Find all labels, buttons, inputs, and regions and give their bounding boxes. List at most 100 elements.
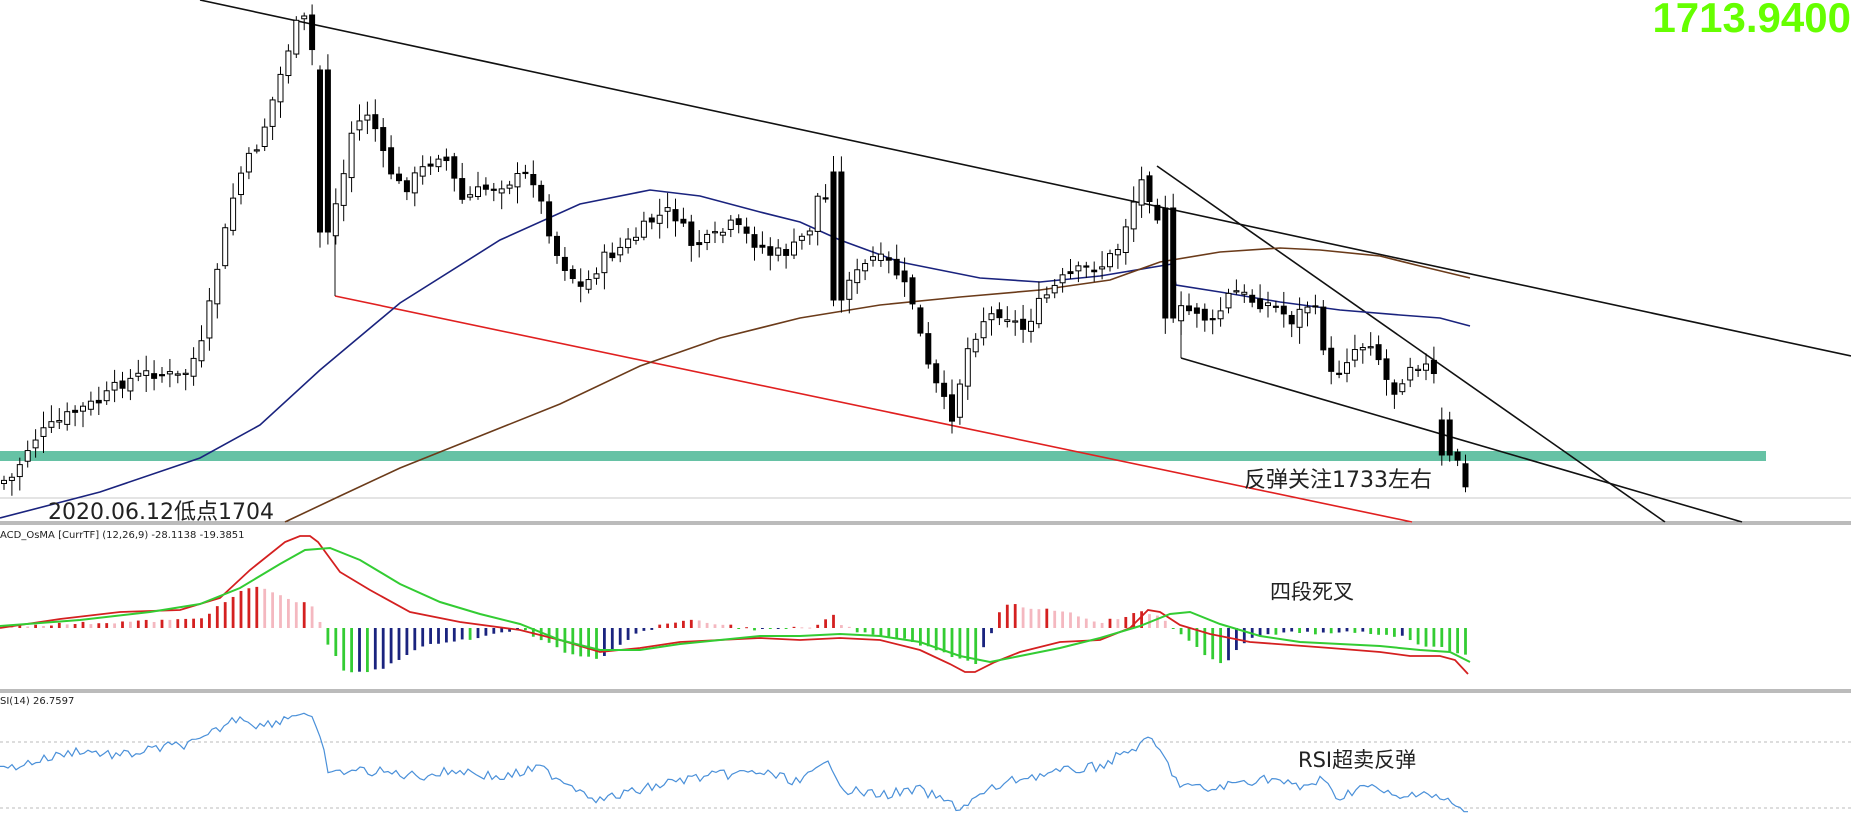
candle — [846, 271, 853, 314]
candle-body-down — [372, 114, 379, 130]
candle-body-up — [467, 194, 474, 198]
macd-histogram-bar — [903, 628, 906, 639]
macd-histogram-bar — [1456, 628, 1459, 654]
candle-body-up — [640, 220, 647, 238]
candle — [577, 268, 584, 303]
macd-histogram-bar — [1227, 628, 1230, 661]
candle-body-down — [901, 270, 908, 283]
macd-histogram-bar — [721, 624, 725, 628]
candle-body-down — [1446, 419, 1453, 456]
candle — [388, 135, 395, 180]
candle-body-down — [933, 363, 940, 384]
macd-histogram-bar — [373, 628, 377, 670]
candle — [151, 360, 158, 391]
candle — [727, 215, 734, 238]
macd-histogram-bar — [500, 628, 504, 633]
macd-histogram-bar — [81, 621, 85, 628]
candle-body-up — [127, 377, 134, 392]
candle-body-up — [1265, 302, 1271, 307]
candle — [680, 207, 687, 227]
candle-body-up — [111, 381, 118, 391]
candle — [625, 228, 632, 254]
macd-histogram-bar — [792, 626, 796, 628]
macd-histogram-bar — [1266, 628, 1270, 635]
candle — [704, 229, 711, 251]
macd-histogram-bar — [1005, 604, 1009, 628]
candle-body-down — [1201, 308, 1208, 321]
candle-body-down — [1383, 358, 1390, 380]
descending-trendline-red — [334, 295, 1413, 523]
candle — [1225, 288, 1232, 314]
candle-body-up — [1130, 201, 1137, 230]
candle-body-up — [1043, 294, 1050, 299]
candle — [1146, 171, 1153, 214]
candle — [569, 265, 576, 284]
macd-histogram-bar — [263, 588, 267, 628]
macd-histogram-bar — [516, 628, 519, 629]
macd-histogram-bar — [342, 628, 346, 671]
candle-body-down — [767, 246, 774, 256]
candle — [269, 96, 276, 141]
candle-body-up — [1, 479, 7, 484]
candle — [1075, 261, 1082, 283]
macd-histogram-bar — [1345, 628, 1349, 632]
candle — [301, 12, 308, 31]
candle — [1028, 308, 1034, 343]
low-point-annotation: 2020.06.12低点1704 — [48, 500, 274, 525]
candle-body-up — [340, 173, 347, 206]
candle-body-down — [696, 242, 703, 246]
candle — [972, 333, 979, 358]
candle — [1391, 379, 1398, 409]
candle-body-up — [1028, 320, 1034, 332]
candle-body-up — [798, 235, 805, 241]
candle — [561, 247, 568, 281]
candle — [1423, 353, 1429, 381]
candle-body-down — [490, 188, 497, 191]
candle — [759, 231, 766, 254]
candle-body-down — [546, 201, 553, 237]
macd-histogram-bar — [1242, 628, 1246, 644]
candle-body-down — [380, 127, 387, 152]
descending-trendline-upper — [199, 0, 1851, 357]
macd-histogram-bar — [531, 628, 535, 637]
candle-body-down — [1320, 306, 1327, 351]
candle — [633, 227, 639, 245]
candle-body-down — [672, 209, 679, 222]
candle-body-up — [712, 231, 718, 234]
candle-body-up — [1051, 284, 1058, 294]
candle-body-up — [1233, 290, 1240, 293]
macd-histogram-bar — [389, 628, 393, 664]
candle — [230, 183, 237, 236]
macd-histogram-bar — [1408, 628, 1412, 641]
candle-body-up — [704, 233, 711, 244]
macd-histogram-bar — [768, 628, 772, 629]
macd-histogram-bar — [1163, 620, 1167, 628]
macd-histogram-bar — [1187, 628, 1191, 641]
macd-histogram-bar — [1053, 610, 1057, 628]
candle-body-up — [206, 300, 213, 339]
candle-body-up — [956, 383, 963, 418]
macd-histogram-bar — [579, 628, 583, 657]
candle-body-down — [941, 382, 948, 397]
candle — [119, 371, 126, 399]
candle — [80, 402, 86, 428]
macd-histogram-bar — [334, 628, 338, 657]
candle-body-down — [609, 252, 616, 259]
candle — [1288, 311, 1295, 338]
candle — [1241, 284, 1248, 303]
candle — [40, 411, 47, 454]
macd-histogram-bar — [484, 628, 488, 636]
candle-body-down — [1162, 207, 1169, 319]
candle — [1280, 291, 1287, 328]
candle-body-down — [751, 234, 758, 248]
candle-body-down — [530, 173, 537, 186]
macd-histogram-bar — [808, 627, 812, 629]
candle — [1, 475, 7, 490]
macd-histogram-bar — [753, 628, 756, 631]
candle-body-down — [885, 257, 892, 261]
candle — [1438, 407, 1445, 466]
macd-histogram-bar — [358, 628, 361, 672]
candle — [56, 408, 63, 429]
candle-body-up — [498, 188, 505, 194]
macd-histogram-bar — [223, 602, 227, 628]
